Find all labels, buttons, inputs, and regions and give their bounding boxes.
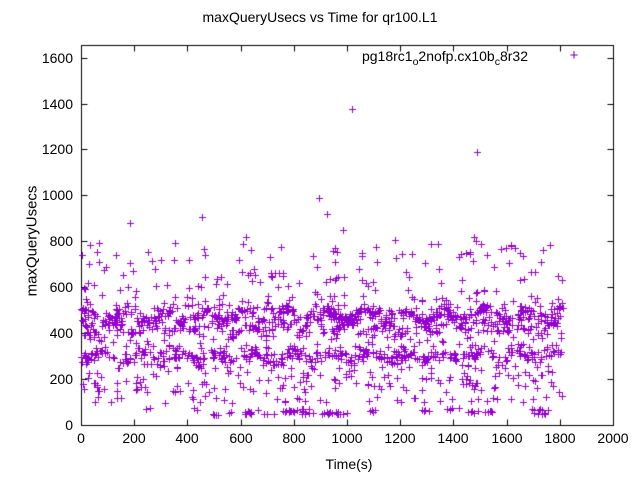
y-tick-label: 0 [65, 417, 73, 433]
legend-plus-marker-icon: + [569, 47, 579, 64]
x-tick-label: 1000 [331, 430, 363, 446]
legend-text-subscript: c [494, 55, 500, 68]
y-tick-label: 600 [49, 279, 73, 295]
x-tick-label: 1200 [384, 430, 416, 446]
legend-series-label: pg18rc1o2nofp.cx10bc8r32 [361, 48, 528, 68]
y-tick-label: 200 [49, 371, 73, 387]
y-tick-label: 1000 [41, 187, 73, 203]
x-tick-label: 1400 [437, 430, 469, 446]
x-tick-label: 800 [282, 430, 306, 446]
y-tick-label: 1400 [41, 96, 73, 112]
legend-text-subscript: o [412, 55, 419, 68]
x-tick-label: 400 [175, 430, 199, 446]
legend-text-part: pg18rc1 [361, 48, 413, 64]
y-tick-label: 800 [49, 233, 73, 249]
y-tick-label: 1600 [41, 50, 73, 66]
x-tick-label: 200 [122, 430, 146, 446]
x-tick-label: 2000 [597, 430, 629, 446]
legend-text-part: 2nofp.cx10b [418, 48, 495, 64]
legend-text-part: 8r32 [499, 48, 528, 64]
x-tick-label: 0 [77, 430, 85, 446]
x-tick-label: 1600 [491, 430, 523, 446]
x-tick-label: 600 [229, 430, 253, 446]
y-tick-label: 1200 [41, 141, 73, 157]
y-tick-label: 400 [49, 325, 73, 341]
x-tick-label: 1800 [544, 430, 576, 446]
